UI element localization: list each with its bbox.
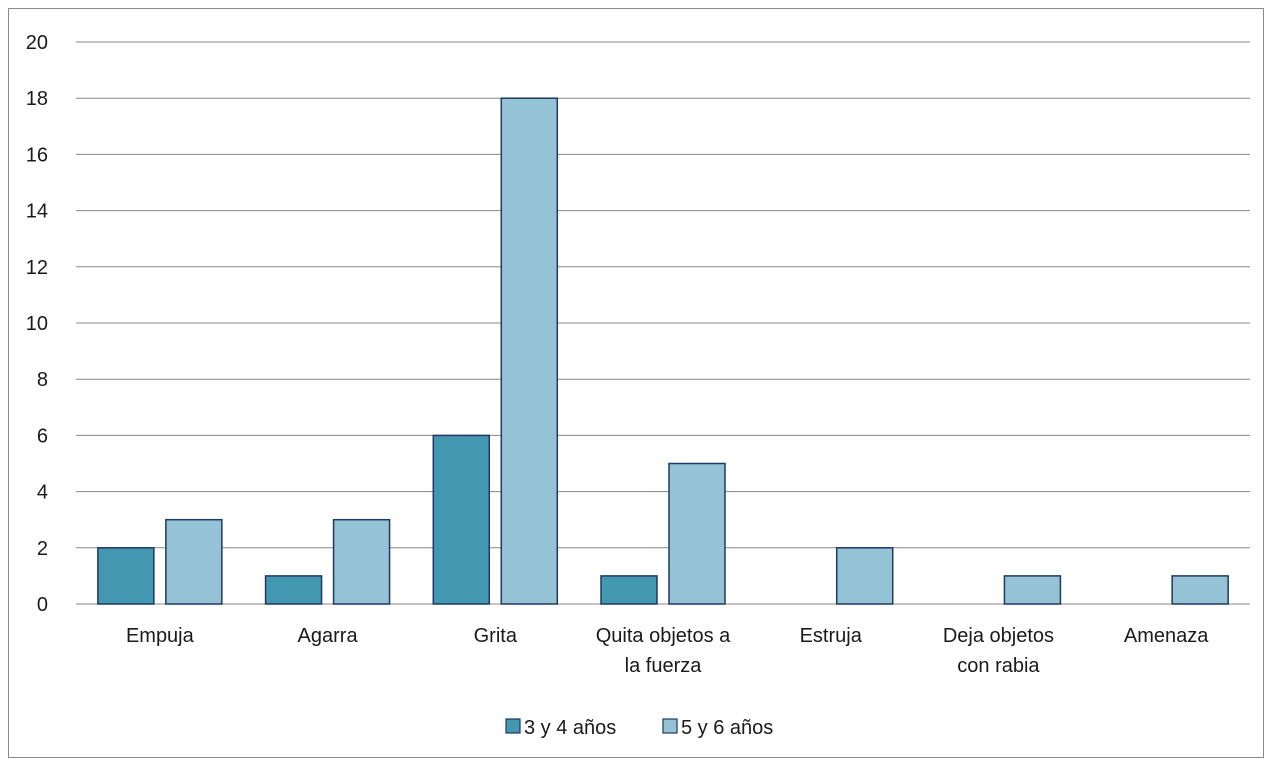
y-tick-label: 8	[37, 369, 48, 391]
x-category-label: Amenaza	[1124, 625, 1209, 647]
y-axis-ticks: 0 2 4 6 8 10 12 14 16 18 20	[26, 32, 48, 616]
y-tick-label: 2	[37, 538, 48, 560]
bar-series-2	[1003, 575, 1062, 605]
x-category-label: Grita	[474, 625, 518, 647]
y-tick-label: 20	[26, 32, 48, 54]
bar-series-1	[264, 575, 323, 605]
bar-series-2	[332, 518, 391, 605]
x-category-label: Deja objetos con rabia	[943, 625, 1054, 677]
legend-label: 5 y 6 años	[681, 717, 773, 739]
x-category-label: Agarra	[298, 625, 359, 647]
legend: 3 y 4 años 5 y 6 años	[505, 717, 773, 739]
bar-series-2	[165, 518, 223, 605]
bar-series-1	[600, 575, 658, 605]
y-tick-label: 16	[26, 144, 48, 166]
y-tick-label: 12	[26, 257, 48, 279]
bar-series-2	[835, 547, 894, 605]
bars	[97, 97, 1229, 605]
x-axis-labels: Empuja Agarra Grita Quita objetos a la fuerz…	[126, 625, 1209, 677]
bar-series-2	[1171, 575, 1229, 605]
bar-series-1	[97, 547, 155, 605]
gridlines	[76, 41, 1250, 605]
legend-swatch	[505, 718, 521, 734]
y-tick-label: 18	[26, 88, 48, 110]
x-category-label: Estruja	[800, 625, 863, 647]
chart-frame	[8, 8, 1264, 758]
bar-series-2	[500, 97, 559, 605]
bar-series-2	[668, 462, 726, 605]
y-tick-label: 6	[37, 425, 48, 447]
legend-swatch	[662, 718, 678, 734]
legend-label: 3 y 4 años	[524, 717, 616, 739]
x-category-label: Quita objetos a la fuerza	[596, 625, 731, 677]
y-tick-label: 0	[37, 594, 48, 616]
x-category-label: Empuja	[126, 625, 195, 647]
bar-series-1	[432, 434, 491, 605]
y-tick-label: 14	[26, 201, 48, 223]
y-tick-label: 10	[26, 313, 48, 335]
y-tick-label: 4	[37, 482, 48, 504]
